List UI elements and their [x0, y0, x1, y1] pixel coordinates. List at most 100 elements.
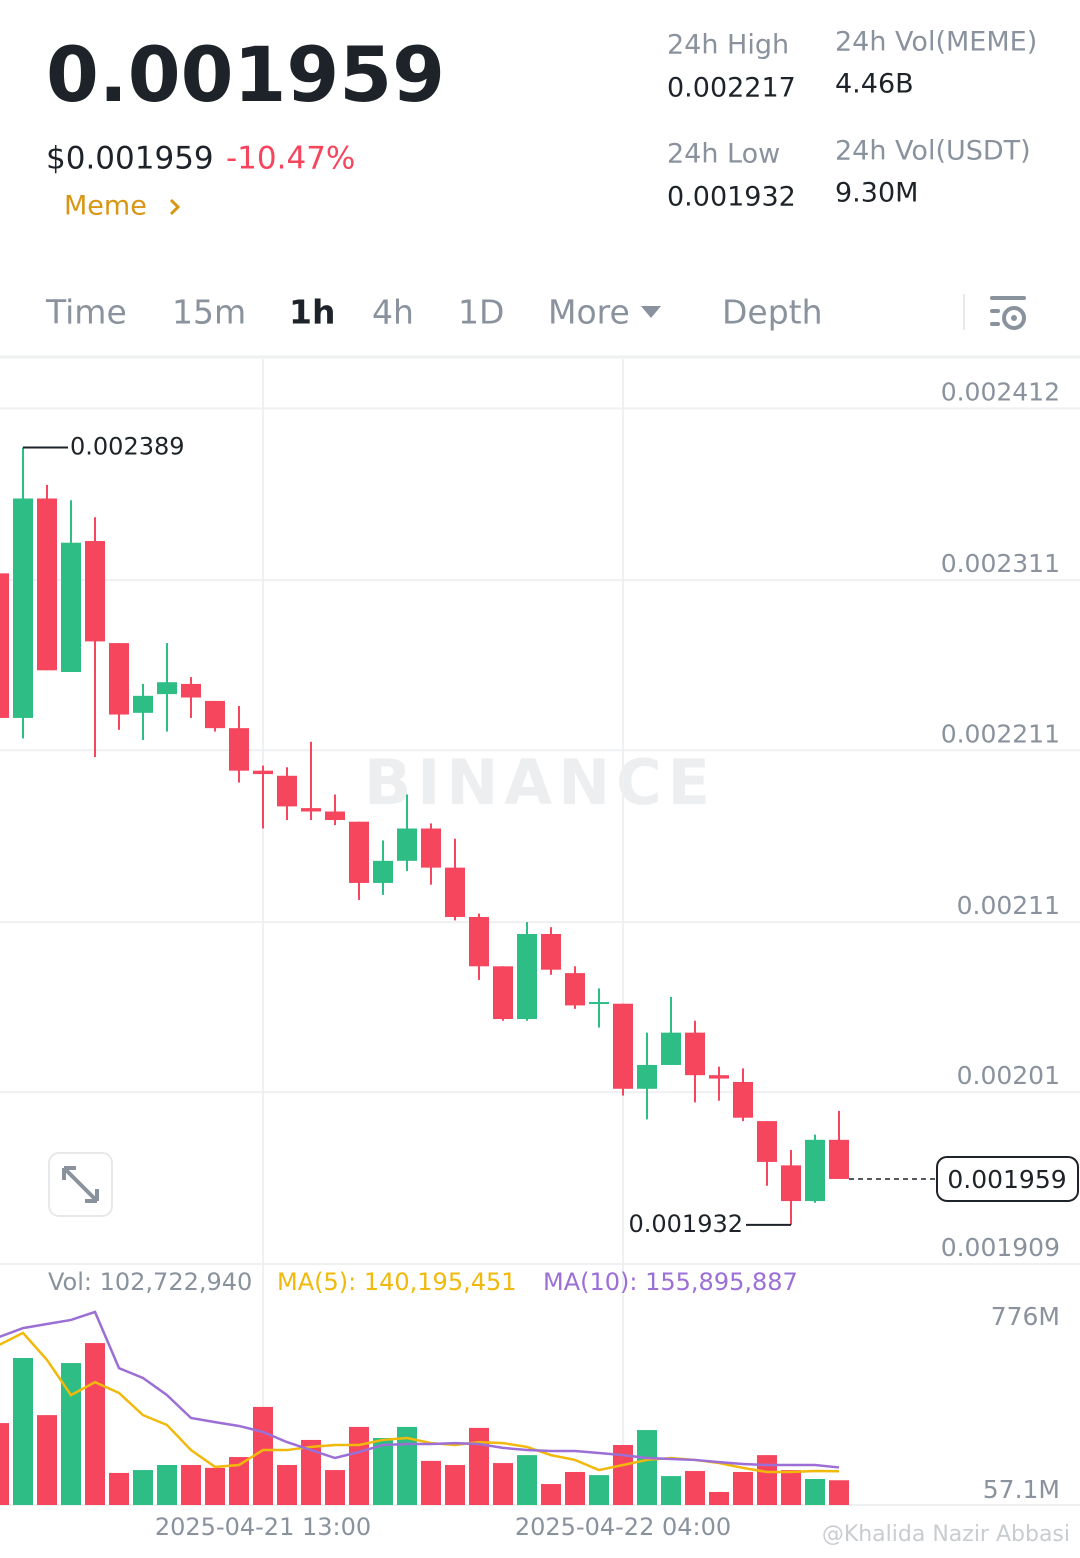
stat-value: 9.30M — [835, 178, 918, 209]
volume-bar — [733, 1471, 753, 1505]
volume-bar — [0, 1423, 9, 1505]
legend-entry: MA(5): 140,195,451 — [277, 1268, 517, 1296]
ma-line — [0, 1310, 840, 1469]
tab-bar: Time 15m 1h 4h 1D More Depth — [45, 293, 823, 332]
candle-body — [637, 1064, 657, 1089]
legend-entry: Vol: 102,722,940 — [48, 1268, 252, 1296]
candle-body — [541, 933, 561, 970]
expand-icon — [62, 1166, 99, 1203]
dropdown-arrow — [641, 306, 661, 318]
candle-body — [205, 700, 225, 729]
usd-price: $0.001959 — [46, 141, 214, 177]
candle-body — [325, 811, 345, 821]
volume-bar — [421, 1460, 441, 1505]
candle-body — [661, 1032, 681, 1065]
candle-body — [277, 775, 297, 807]
low-label: 0.001932 — [628, 1210, 743, 1238]
tab[interactable]: 1h — [289, 293, 335, 332]
volume-bar — [445, 1464, 465, 1505]
volume-bar — [757, 1455, 777, 1505]
stat-value: 0.002217 — [667, 73, 796, 104]
y-tick-label: 776M — [991, 1302, 1060, 1331]
candle-body — [85, 541, 105, 642]
candle-body — [373, 860, 393, 883]
volume-bar — [565, 1471, 585, 1505]
tab[interactable]: 15m — [172, 293, 246, 332]
candle-body — [133, 695, 153, 713]
candle-body — [37, 498, 57, 671]
stat-label: 24h High — [667, 30, 789, 61]
credit: @Khalida Nazir Abbasi — [822, 1522, 1070, 1547]
volume-bar — [85, 1343, 105, 1505]
volume-bar — [61, 1363, 81, 1505]
volume-bar — [181, 1464, 201, 1505]
volume-bar — [709, 1491, 729, 1505]
y-tick-label: 0.001909 — [941, 1233, 1060, 1262]
tag[interactable]: Meme — [64, 191, 147, 222]
volume-bar — [781, 1470, 801, 1505]
candle-body — [229, 728, 249, 771]
plot: 0.002412 0.002311 0.002211 0.00211 0.00201 0.… — [0, 359, 1080, 1541]
last-price-box — [936, 1155, 1079, 1202]
candle-body — [517, 933, 537, 1020]
volume-bar — [661, 1476, 681, 1505]
tab[interactable]: 1D — [458, 293, 504, 332]
volume-bar — [253, 1406, 273, 1505]
stat-value: 4.46B — [835, 69, 914, 100]
candle-body — [781, 1165, 801, 1202]
volume-bar — [613, 1444, 633, 1505]
y-tick-label: 0.002211 — [941, 719, 1060, 748]
y-tick-label: 57.1M — [983, 1475, 1060, 1504]
tab[interactable]: Time — [45, 293, 127, 332]
stat-label: 24h Vol(MEME) — [835, 27, 1037, 58]
volume-bar — [805, 1478, 825, 1505]
volume-bar — [469, 1427, 489, 1505]
y-tick-label: 0.002311 — [941, 549, 1060, 578]
candle-body — [589, 1002, 609, 1005]
volume-bar — [637, 1430, 657, 1505]
candle-body — [805, 1139, 825, 1202]
candle-body — [253, 770, 273, 775]
tab[interactable]: 4h — [372, 293, 414, 332]
tab[interactable]: Depth — [722, 293, 823, 332]
volume-bar — [685, 1471, 705, 1505]
high-label: 0.002389 — [70, 432, 185, 460]
tab[interactable]: More — [548, 293, 630, 332]
x-tick-label: 2025-04-22 04:00 — [515, 1513, 731, 1541]
candle-body — [445, 867, 465, 917]
price-change: -10.47% — [226, 141, 355, 177]
y-tick-label: 0.002412 — [941, 377, 1060, 406]
tag-chevron — [169, 198, 181, 216]
volume-bar — [301, 1439, 321, 1505]
x-tick-label: 2025-04-21 13:00 — [155, 1513, 371, 1541]
volume-bar — [493, 1463, 513, 1505]
candle-body — [733, 1081, 753, 1118]
y-tick-label: 0.00201 — [957, 1061, 1060, 1090]
candle-body — [421, 828, 441, 868]
legend-entry: MA(10): 155,895,887 — [543, 1268, 798, 1296]
volume-bar — [325, 1470, 345, 1505]
settings-icon[interactable] — [990, 296, 1026, 330]
y-tick-label: 0.00211 — [957, 891, 1060, 920]
candle-body — [13, 498, 33, 718]
volume-bar — [133, 1470, 153, 1505]
volume-bar — [589, 1475, 609, 1505]
volume-bar — [205, 1467, 225, 1505]
candle-body — [397, 828, 417, 861]
candle-body — [757, 1121, 777, 1162]
candle-body — [349, 821, 369, 883]
volume-bar — [277, 1464, 297, 1505]
candle-body — [301, 808, 321, 812]
candle-body — [829, 1139, 849, 1179]
stat-label: 24h Low — [667, 139, 780, 170]
volume-bar — [541, 1484, 561, 1505]
watermark: BINANCE — [364, 746, 716, 819]
candle-body — [109, 643, 129, 715]
candle-body — [493, 966, 513, 1020]
candle-body — [157, 682, 177, 695]
candle-body — [181, 683, 201, 698]
volume-bar — [229, 1457, 249, 1505]
stat-label: 24h Vol(USDT) — [835, 136, 1031, 167]
